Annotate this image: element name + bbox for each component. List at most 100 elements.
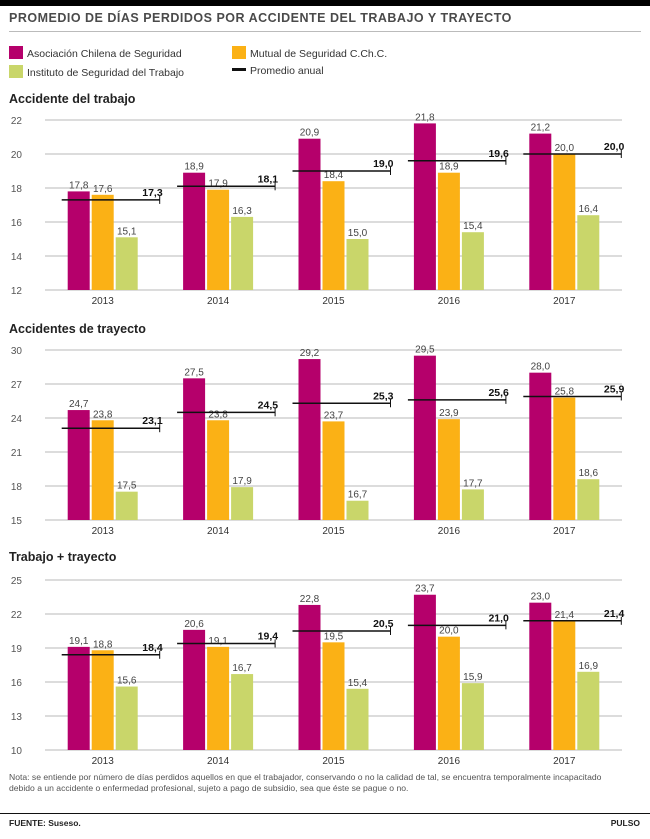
average-value-label: 20,0	[604, 141, 625, 153]
bar-value-label: 20,0	[439, 626, 459, 637]
bar-achs	[183, 378, 206, 520]
bar-value-label: 20,6	[184, 619, 204, 630]
bar-mutual	[322, 642, 345, 750]
bar-ist	[577, 479, 600, 520]
bar-ist	[231, 674, 254, 750]
bar-mutual	[437, 172, 460, 290]
footer-divider	[0, 813, 650, 814]
title-divider	[9, 31, 641, 32]
x-tick-label: 2015	[322, 296, 345, 307]
footnote: Nota: se entiende por número de días per…	[9, 772, 602, 793]
y-tick-label: 13	[11, 712, 23, 723]
x-tick-label: 2016	[438, 526, 461, 537]
bar-value-label: 23,7	[415, 584, 435, 595]
bar-value-label: 20,9	[300, 128, 320, 139]
x-tick-label: 2014	[207, 526, 230, 537]
bar-value-label: 21,8	[415, 112, 435, 123]
x-tick-label: 2017	[553, 296, 576, 307]
bar-achs	[298, 138, 321, 290]
bar-value-label: 17,7	[463, 478, 483, 489]
y-tick-label: 14	[11, 252, 23, 263]
x-tick-label: 2013	[92, 756, 115, 767]
bar-value-label: 18,8	[93, 639, 113, 650]
average-value-label: 17,3	[142, 187, 163, 199]
bar-value-label: 21,4	[555, 610, 575, 621]
bar-achs	[413, 355, 436, 520]
legend-swatch-ist	[9, 65, 23, 78]
chart-trabajo-trayecto: 10 13 16 19 22 25 19,1 18,8 15,6 18,4 2013 20,6 19,1…	[11, 576, 625, 767]
bar-value-label: 23,8	[208, 409, 228, 420]
bar-achs	[67, 191, 90, 290]
bar-value-label: 19,1	[69, 636, 89, 647]
bar-achs	[67, 646, 90, 750]
bar-value-label: 15,4	[348, 678, 368, 689]
average-value-label: 21,0	[488, 612, 509, 624]
bar-ist	[115, 237, 138, 290]
x-tick-label: 2016	[438, 756, 461, 767]
bar-value-label: 20,0	[555, 143, 575, 154]
y-tick-label: 19	[11, 644, 23, 655]
bar-value-label: 16,3	[232, 206, 252, 217]
bar-value-label: 17,6	[93, 184, 113, 195]
average-value-label: 19,6	[488, 148, 509, 160]
y-tick-label: 16	[11, 218, 23, 229]
bar-ist	[231, 487, 254, 520]
legend-label-achs: Asociación Chilena de Seguridad	[27, 48, 182, 60]
bar-value-label: 18,9	[184, 162, 204, 173]
bar-mutual	[207, 646, 230, 750]
bar-value-label: 18,6	[579, 468, 599, 479]
bar-value-label: 19,1	[208, 636, 228, 647]
x-tick-label: 2017	[553, 526, 576, 537]
y-tick-label: 10	[11, 746, 23, 757]
bar-value-label: 23,0	[531, 592, 551, 603]
bar-value-label: 16,4	[579, 204, 599, 215]
bar-ist	[346, 688, 369, 750]
legend-avg: Promedio anual	[232, 65, 324, 77]
bar-value-label: 27,5	[184, 367, 204, 378]
x-tick-label: 2014	[207, 296, 230, 307]
bar-mutual	[553, 154, 576, 290]
bar-value-label: 16,7	[232, 663, 252, 674]
bar-mutual	[207, 420, 230, 520]
bar-mutual	[91, 420, 114, 520]
legend-label-avg: Promedio anual	[250, 65, 324, 77]
y-tick-label: 15	[11, 516, 23, 527]
average-value-label: 20,5	[373, 618, 394, 630]
y-tick-label: 22	[11, 610, 23, 621]
y-tick-label: 20	[11, 150, 23, 161]
bar-value-label: 19,5	[324, 631, 344, 642]
bar-mutual	[207, 189, 230, 290]
legend-ist: Instituto de Seguridad del Trabajo	[9, 65, 184, 79]
legend-achs: Asociación Chilena de Seguridad	[9, 46, 182, 60]
bar-mutual	[322, 181, 345, 290]
bar-value-label: 15,9	[463, 672, 483, 683]
chart-accidente-trabajo: 12 14 16 18 20 22 17,8 17,6 15,1 17,3 2013 18,9 17,9…	[11, 112, 625, 307]
bar-ist	[231, 216, 254, 290]
legend-swatch-avg	[232, 68, 246, 71]
bar-ist	[461, 489, 484, 520]
bar-value-label: 18,4	[324, 170, 344, 181]
bar-value-label: 18,9	[439, 162, 459, 173]
bar-ist	[346, 500, 369, 520]
bar-achs	[413, 123, 436, 291]
brand-logo: PULSO	[610, 818, 640, 828]
bar-achs	[413, 594, 436, 750]
average-value-label: 18,4	[142, 642, 163, 654]
bar-value-label: 16,7	[348, 490, 368, 501]
bar-achs	[298, 359, 321, 520]
y-tick-label: 12	[11, 286, 23, 297]
bar-value-label: 24,7	[69, 399, 89, 410]
x-tick-label: 2015	[322, 756, 345, 767]
average-value-label: 23,1	[142, 415, 163, 427]
bar-value-label: 28,0	[531, 362, 551, 373]
y-tick-label: 18	[11, 184, 23, 195]
y-tick-label: 16	[11, 678, 23, 689]
bar-mutual	[91, 194, 114, 290]
y-tick-label: 27	[11, 380, 23, 391]
bar-value-label: 23,7	[324, 410, 344, 421]
bar-ist	[115, 686, 138, 750]
bar-achs	[529, 372, 552, 520]
x-tick-label: 2017	[553, 756, 576, 767]
bar-ist	[461, 232, 484, 290]
bar-value-label: 17,9	[208, 179, 228, 190]
